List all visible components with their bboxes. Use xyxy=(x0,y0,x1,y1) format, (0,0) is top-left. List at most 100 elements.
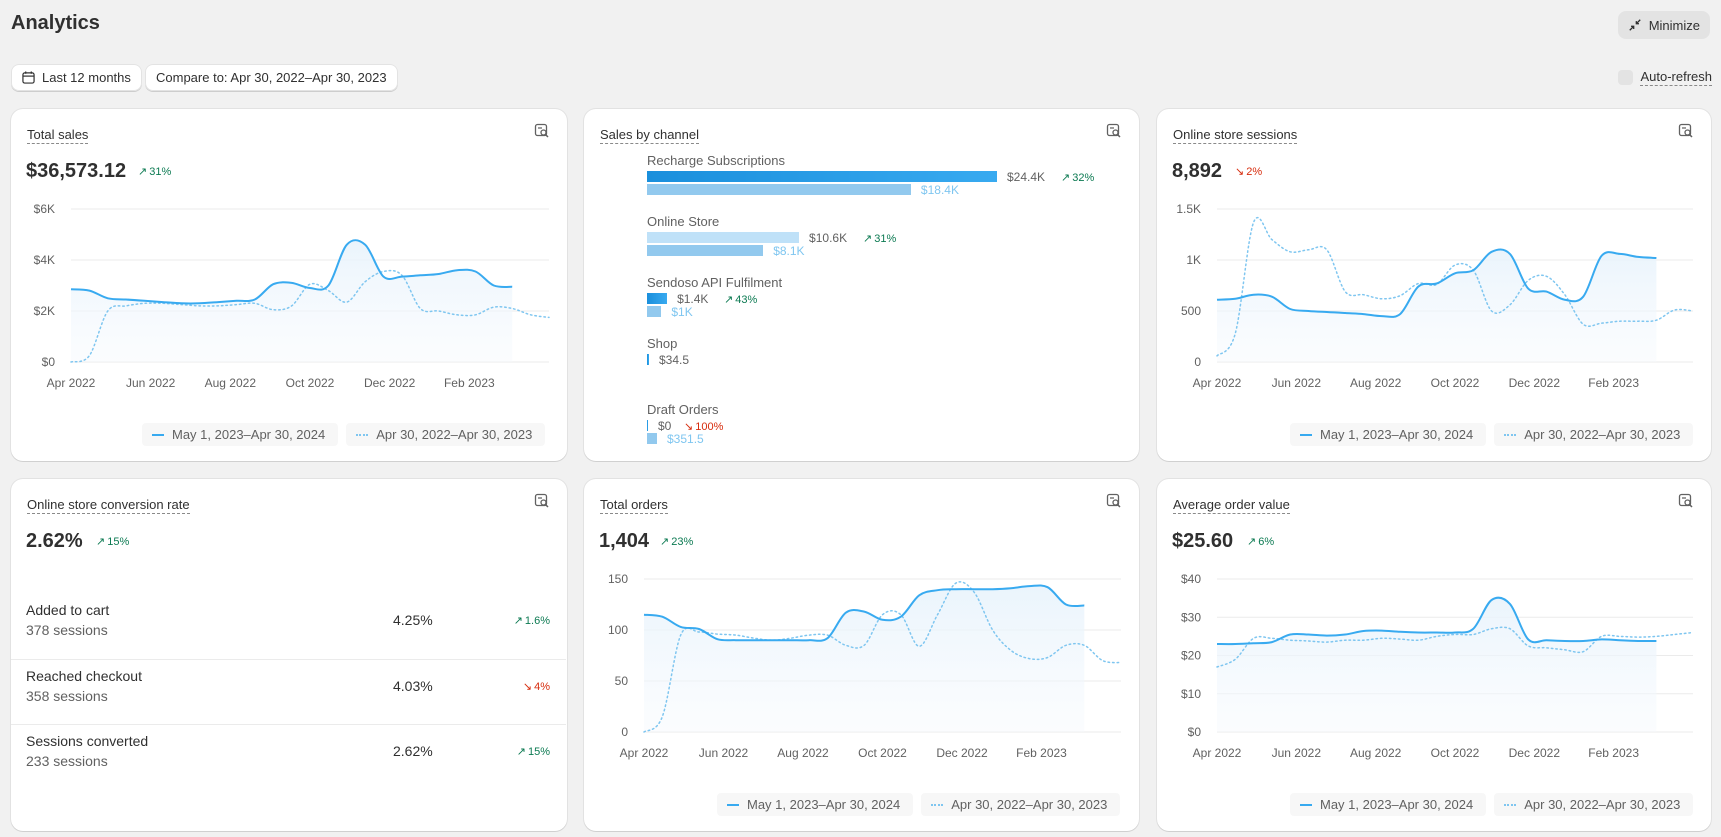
x-tick-label: Feb 2023 xyxy=(1016,746,1067,760)
arrow-up-icon: ↗ xyxy=(660,536,670,548)
legend-solid-line-icon xyxy=(1300,803,1312,806)
channel-value: $1.4K xyxy=(677,292,709,306)
channel-current-bar[interactable] xyxy=(647,232,800,243)
legend-current[interactable]: May 1, 2023–Apr 30, 2024 xyxy=(142,423,339,446)
channel-delta-value: 31% xyxy=(874,232,897,245)
total-sales-delta: ↗ 31% xyxy=(138,165,172,179)
explore-icon[interactable] xyxy=(534,123,550,139)
channel-name: Draft Orders xyxy=(647,402,719,417)
explore-icon[interactable] xyxy=(1106,493,1122,509)
x-tick-label: Jun 2022 xyxy=(1272,746,1322,760)
previous-series-line xyxy=(1216,216,1694,357)
channel-previous-bar[interactable] xyxy=(647,184,911,195)
y-tick-label: 500 xyxy=(1181,304,1201,318)
y-tick-label: 0 xyxy=(1194,355,1201,369)
x-tick-label: Aug 2022 xyxy=(1350,376,1402,390)
legend-dotted-line-icon xyxy=(1504,433,1517,436)
auto-refresh-toggle[interactable]: Auto-refresh xyxy=(1618,69,1712,86)
legend-previous[interactable]: Apr 30, 2022–Apr 30, 2023 xyxy=(1494,793,1694,816)
arrow-down-icon: ↘ xyxy=(522,681,533,693)
channel-previous-bar[interactable] xyxy=(647,245,764,256)
y-tick-label: $10 xyxy=(1181,687,1201,701)
card-title[interactable]: Total sales xyxy=(27,127,89,144)
orders-card: Total orders 1,404 ↗ 23% 0 50 100 150 Apr 202… xyxy=(584,479,1139,831)
card-title[interactable]: Online store sessions xyxy=(1173,127,1298,144)
legend-previous[interactable]: Apr 30, 2022–Apr 30, 2023 xyxy=(346,423,546,446)
legend-current[interactable]: May 1, 2023–Apr 30, 2024 xyxy=(1290,423,1487,446)
x-tick-label: Aug 2022 xyxy=(777,746,829,760)
y-tick-label: $2K xyxy=(34,304,55,318)
channel-value: $24.4K xyxy=(1007,170,1046,184)
sessions-card: Online store sessions 8,892 ↘ 2% 0 500 1K 1.… xyxy=(1157,109,1711,461)
conversion-step-delta-value: 4% xyxy=(534,680,550,693)
channel-previous-value: $8.1K xyxy=(773,244,805,258)
y-tick-label: 0 xyxy=(621,725,628,739)
channel-name: Recharge Subscriptions xyxy=(647,153,786,168)
channel-previous-value: $1K xyxy=(671,305,693,319)
legend-current[interactable]: May 1, 2023–Apr 30, 2024 xyxy=(1290,793,1487,816)
explore-icon[interactable] xyxy=(534,493,550,509)
conversion-step-delta: ↘ 4% xyxy=(522,680,550,694)
conversion-card: Online store conversion rate 2.62% ↗ 15% … xyxy=(11,479,567,831)
legend-current-label: May 1, 2023–Apr 30, 2024 xyxy=(747,797,901,812)
orders-value: 1,404 xyxy=(599,530,650,552)
date-range-button[interactable]: Last 12 months xyxy=(11,64,142,91)
y-tick-label: $4K xyxy=(34,253,55,267)
card-title[interactable]: Sales by channel xyxy=(600,127,700,144)
conversion-delta-value: 15% xyxy=(107,535,130,548)
channel-name: Online Store xyxy=(647,214,720,229)
total-sales-value: $36,573.12 xyxy=(26,160,127,182)
orders-chart: 0 50 100 150 Apr 2022 Jun 2022 Aug 2022 Oct 202… xyxy=(608,572,1122,760)
legend-previous[interactable]: Apr 30, 2022–Apr 30, 2023 xyxy=(1494,423,1694,446)
explore-icon[interactable] xyxy=(1678,493,1694,509)
channel-value: $10.6K xyxy=(809,231,848,245)
auto-refresh-checkbox[interactable] xyxy=(1618,70,1634,85)
current-series-area xyxy=(1217,249,1657,362)
current-series-line xyxy=(643,584,1085,642)
chart-legend: May 1, 2023–Apr 30, 2024 Apr 30, 2022–Ap… xyxy=(1290,423,1694,446)
channel-previous-bar[interactable] xyxy=(647,306,662,317)
sessions-chart: 0 500 1K 1.5K Apr 2022 Jun 2022 Aug 2022 Oct 20… xyxy=(1176,202,1694,390)
sales-by-channel-card: Sales by channel Recharge Subscriptions $… xyxy=(584,109,1139,461)
channel-name: Shop xyxy=(647,336,678,351)
channel-previous-bar[interactable] xyxy=(647,433,657,444)
y-tick-label: $0 xyxy=(1188,725,1202,739)
channel-current-bar[interactable] xyxy=(647,420,648,431)
x-tick-label: Feb 2023 xyxy=(444,376,495,390)
card-title[interactable]: Total orders xyxy=(600,497,668,514)
conversion-step-percent: 4.25% xyxy=(393,612,433,628)
sessions-value: 8,892 xyxy=(1172,160,1223,182)
conversion-step-sessions: 378 sessions xyxy=(26,622,108,638)
compare-button[interactable]: Compare to: Apr 30, 2022–Apr 30, 2023 xyxy=(145,64,398,91)
arrow-down-icon: ↘ xyxy=(1235,166,1245,178)
aov-delta-value: 6% xyxy=(1258,535,1275,548)
card-title[interactable]: Average order value xyxy=(1173,497,1290,514)
card-title[interactable]: Online store conversion rate xyxy=(27,497,190,514)
legend-previous-label: Apr 30, 2022–Apr 30, 2023 xyxy=(951,797,1108,812)
aov-chart: $0 $10 $20 $30 $40 Apr 2022 Jun 2022 Aug 2022 Oc… xyxy=(1181,572,1694,760)
conversion-step-name: Reached checkout xyxy=(26,668,142,684)
channel-current-bar[interactable] xyxy=(647,354,649,365)
arrow-up-icon: ↗ xyxy=(516,746,526,758)
channel-delta: ↗ 32% xyxy=(1061,171,1094,185)
y-tick-label: 150 xyxy=(608,572,628,586)
x-tick-label: Apr 2022 xyxy=(1193,746,1242,760)
y-tick-label: 1.5K xyxy=(1176,202,1201,216)
legend-current[interactable]: May 1, 2023–Apr 30, 2024 xyxy=(717,793,914,816)
channel-current-bar[interactable] xyxy=(647,293,668,304)
minimize-button[interactable]: Minimize xyxy=(1617,11,1710,39)
legend-dotted-line-icon xyxy=(931,803,944,806)
conversion-step-delta: ↗ 15% xyxy=(516,745,550,759)
arrow-up-icon: ↗ xyxy=(96,536,106,548)
conversion-step-percent: 2.62% xyxy=(393,743,433,759)
channel-current-bar[interactable] xyxy=(647,171,997,182)
channel-previous-value: $351.5 xyxy=(667,432,704,446)
previous-series-line xyxy=(1216,626,1694,668)
explore-icon[interactable] xyxy=(1678,123,1694,139)
total-sales-delta-value: 31% xyxy=(149,165,172,178)
current-series-area xyxy=(644,585,1085,732)
conversion-step-sessions: 358 sessions xyxy=(26,688,108,704)
explore-icon[interactable] xyxy=(1106,123,1122,139)
conversion-step-percent: 4.03% xyxy=(393,678,433,694)
legend-previous[interactable]: Apr 30, 2022–Apr 30, 2023 xyxy=(921,793,1121,816)
